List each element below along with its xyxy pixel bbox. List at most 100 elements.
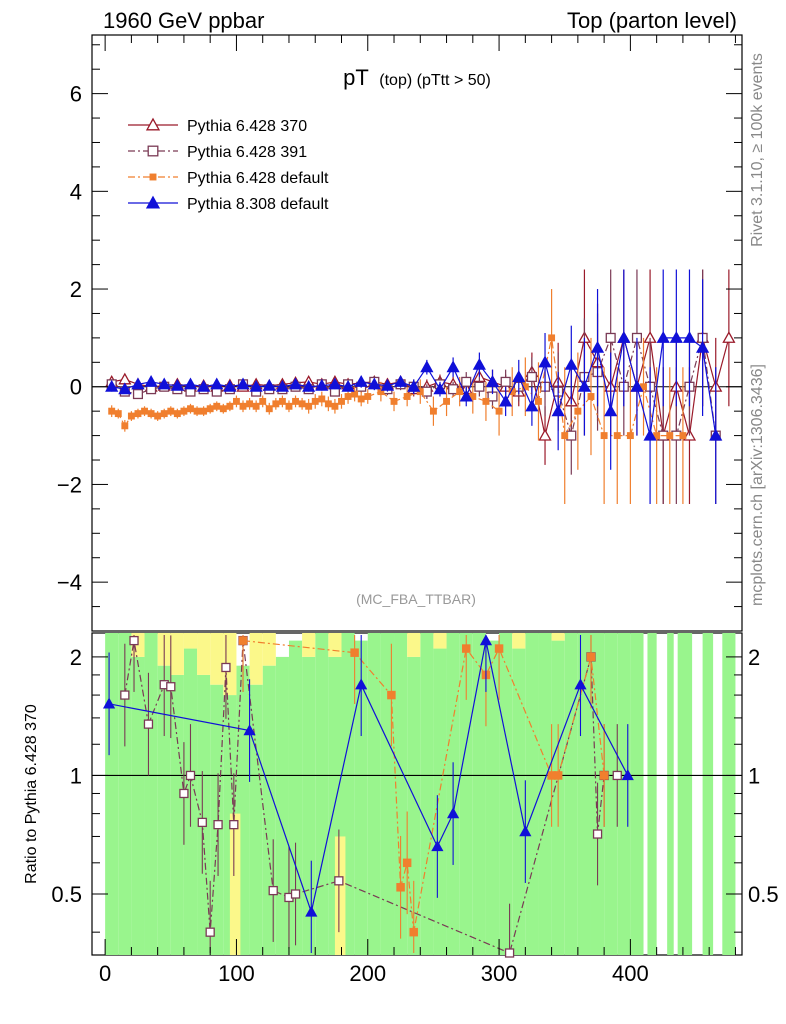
data-point xyxy=(448,384,459,395)
ratio-band-green xyxy=(577,633,591,955)
data-point xyxy=(328,377,342,390)
ratio-data-point xyxy=(205,927,215,937)
ratio-data-point xyxy=(553,771,563,780)
ratio-data-point xyxy=(586,652,596,662)
ratio-band-green xyxy=(394,633,408,955)
data-point xyxy=(292,397,299,405)
data-point xyxy=(656,331,670,343)
ratio-band-green xyxy=(105,633,119,955)
ratio-data-point xyxy=(166,682,176,692)
ratio-band-yellow xyxy=(334,836,346,955)
series-3 xyxy=(105,269,723,504)
data-point xyxy=(403,393,411,400)
ratio-band-green xyxy=(157,665,171,955)
ratio-series-2 xyxy=(102,634,634,953)
ratio-tick-label: 1 xyxy=(70,763,82,788)
ratio-data-point xyxy=(402,858,412,868)
data-point xyxy=(617,331,631,343)
ratio-band-yellow xyxy=(407,633,421,657)
x-tick-label: 0 xyxy=(99,961,111,986)
ratio-data-point xyxy=(447,807,460,819)
ratio-band-green xyxy=(170,674,184,955)
data-point xyxy=(305,402,313,410)
data-point xyxy=(669,331,683,343)
data-point xyxy=(239,402,247,410)
data-point xyxy=(630,379,644,392)
ratio-data-point xyxy=(387,690,396,700)
ratio-band-yellow xyxy=(328,633,342,657)
ratio-band-green xyxy=(315,633,329,955)
ratio-band-green xyxy=(210,684,224,955)
main-series-group xyxy=(105,269,736,504)
ratio-data-point xyxy=(409,927,418,937)
data-point xyxy=(446,360,460,373)
ratio-band-green xyxy=(630,633,644,955)
data-point xyxy=(696,340,710,353)
data-point xyxy=(626,432,634,440)
ratio-band-green xyxy=(564,633,578,955)
ratio-band-green xyxy=(144,633,158,955)
data-point xyxy=(587,393,595,400)
ratio-data-point xyxy=(197,817,207,828)
data-point xyxy=(495,407,503,415)
ratio-band-green xyxy=(380,633,395,955)
data-point xyxy=(246,400,254,408)
data-point xyxy=(262,378,276,391)
data-point xyxy=(147,410,155,418)
ratio-data-point xyxy=(519,825,532,837)
data-point xyxy=(538,355,552,368)
data-point xyxy=(433,382,447,395)
data-point xyxy=(213,402,221,410)
ratio-band-green xyxy=(118,633,132,955)
ratio-data-point xyxy=(221,662,231,673)
data-point xyxy=(318,395,326,403)
data-point xyxy=(223,379,237,392)
ratio-data-point xyxy=(102,697,116,709)
ratio-data-point xyxy=(334,876,344,886)
ratio-data-point xyxy=(355,678,368,690)
data-point xyxy=(354,375,368,387)
data-point xyxy=(338,397,345,405)
ratio-data-point xyxy=(479,634,493,646)
x-tick-label: 300 xyxy=(481,961,518,986)
data-point xyxy=(226,402,234,410)
y-tick-label: 2 xyxy=(70,277,82,302)
data-point xyxy=(324,400,332,408)
data-point xyxy=(566,430,577,441)
data-point xyxy=(219,405,227,413)
legend-label: Pythia 8.308 default xyxy=(187,196,329,213)
y-tick-label: 6 xyxy=(70,82,82,107)
data-point xyxy=(187,405,194,413)
data-point xyxy=(173,410,181,418)
ratio-band-green xyxy=(131,656,145,955)
data-point xyxy=(105,379,119,392)
ratio-band-green xyxy=(617,633,631,955)
ratio-data-point xyxy=(461,644,471,653)
data-point xyxy=(512,370,526,383)
data-point xyxy=(393,375,408,387)
data-point xyxy=(278,397,286,405)
ratio-data-point xyxy=(243,724,256,736)
ratio-band-yellow xyxy=(229,813,241,955)
data-point xyxy=(682,331,697,343)
ratio-data-point xyxy=(612,770,622,781)
data-point xyxy=(500,376,511,387)
data-point xyxy=(613,432,621,440)
ratio-data-point xyxy=(396,883,405,892)
legend-marker xyxy=(149,173,157,181)
data-point xyxy=(604,404,618,417)
plot-title: pT (top) (pTtt > 50) xyxy=(343,65,491,90)
data-point xyxy=(259,397,267,405)
data-point xyxy=(236,377,250,390)
data-point xyxy=(275,379,290,392)
ratio-band-green xyxy=(667,633,674,955)
side-label-mcplots: mcplots.cern.ch [arXiv:1306.3436] xyxy=(749,364,766,606)
legend-label: Pythia 6.428 370 xyxy=(187,118,307,135)
data-point xyxy=(341,379,355,392)
ratio-tick-label-right: 1 xyxy=(748,763,760,788)
data-point xyxy=(472,357,486,370)
data-point xyxy=(272,400,280,408)
ratio-band-green xyxy=(677,633,693,955)
series-2 xyxy=(108,289,687,504)
x-tick-label: 200 xyxy=(349,961,386,986)
